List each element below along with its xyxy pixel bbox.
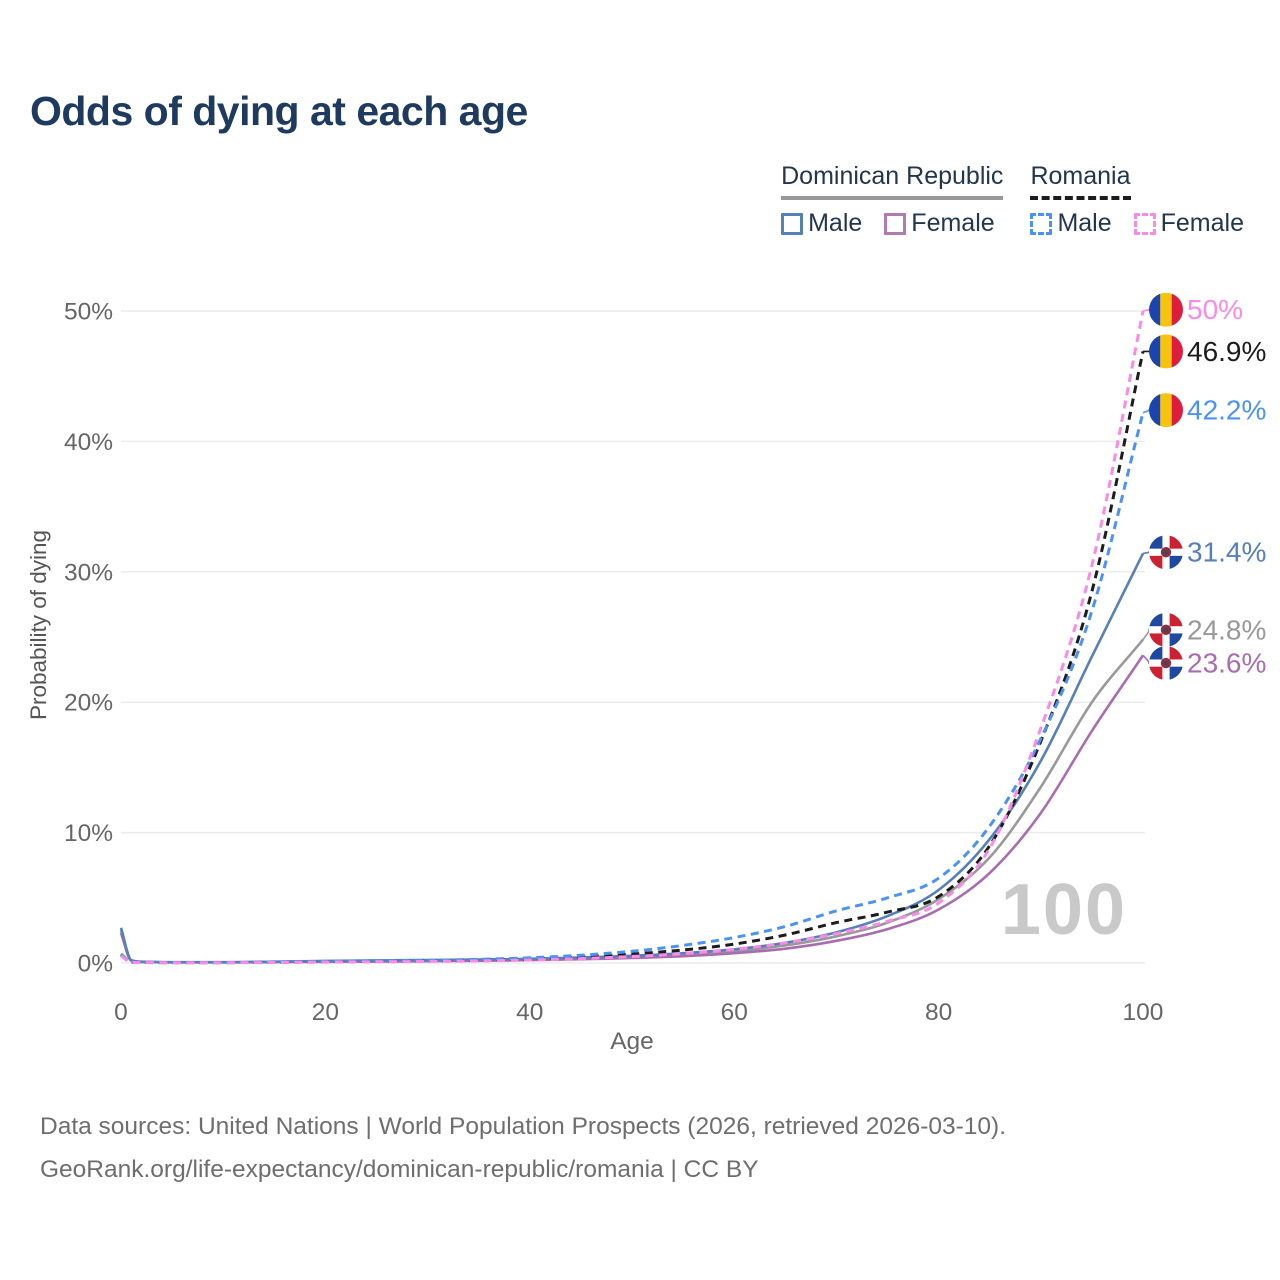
series-line-romania-male: [120, 412, 1145, 965]
series-line-romania-female: [120, 310, 1145, 965]
attribution-text: GeoRank.org/life-expectancy/dominican-re…: [40, 1155, 759, 1183]
x-axis-title: Age: [610, 1028, 654, 1055]
ro-female-swatch-icon: [1133, 212, 1156, 235]
x-tick-label: 0: [114, 999, 128, 1026]
dr-male-swatch-icon: [781, 212, 804, 235]
flag-icon-romania: [1149, 393, 1183, 428]
end-value-label-dominican_republic-female: 23.6%: [1187, 648, 1266, 679]
legend-label-dr-female: Female: [911, 209, 995, 237]
end-value-label-dominican_republic-both: 24.8%: [1187, 614, 1266, 645]
legend-label-ro-female: Female: [1160, 209, 1244, 237]
series-line-romania-both: [120, 351, 1145, 965]
y-axis-title: Probability of dying: [26, 530, 51, 720]
legend-group-romania: Romania Male Female: [1030, 162, 1244, 238]
end-value-label-romania-female: 50%: [1187, 294, 1243, 325]
legend-items-dominican-republic: Male Female: [781, 209, 1003, 238]
legend-label-ro-male: Male: [1057, 209, 1112, 237]
legend-group-dominican-republic: Dominican Republic Male Female: [781, 162, 1004, 238]
legend-country-romania[interactable]: Romania: [1030, 162, 1131, 200]
label-connector: [1142, 308, 1151, 312]
x-tick-label: 100: [1123, 999, 1164, 1026]
y-tick-label: 50%: [64, 299, 113, 326]
y-tick-label: 20%: [64, 690, 113, 717]
flag-icon-dominican_republic: [1149, 646, 1183, 681]
end-value-label-dominican_republic-male: 31.4%: [1187, 537, 1266, 568]
footer: Data sources: United Nations | World Pop…: [40, 1106, 1006, 1192]
label-connector: [1142, 551, 1151, 555]
flag-icon-romania: [1149, 334, 1183, 369]
flag-icon-dominican_republic: [1149, 612, 1183, 647]
data-sources-text: Data sources: United Nations | World Pop…: [40, 1113, 1007, 1140]
legend-item-dr-male[interactable]: Male: [781, 209, 862, 238]
label-connector: [1142, 629, 1152, 641]
x-tick-label: 80: [925, 999, 952, 1026]
y-tick-label: 40%: [64, 429, 113, 456]
dr-female-swatch-icon: [884, 212, 907, 235]
label-connector: [1142, 409, 1151, 414]
end-value-label-romania-male: 42.2%: [1187, 395, 1266, 426]
flag-icon-dominican_republic: [1149, 535, 1183, 570]
legend-items-romania: Male Female: [1030, 209, 1244, 238]
y-tick-label: 0%: [78, 951, 113, 978]
flag-icon-romania: [1149, 292, 1183, 327]
y-tick-label: 30%: [64, 559, 113, 586]
legend-country-dominican-republic[interactable]: Dominican Republic: [781, 162, 1004, 200]
y-tick-label: 10%: [64, 820, 113, 847]
legend-label-dr-male: Male: [808, 209, 863, 237]
x-tick-label: 40: [516, 999, 543, 1026]
legend-item-ro-female[interactable]: Female: [1133, 209, 1244, 238]
x-tick-label: 60: [721, 999, 748, 1026]
page-title: Odds of dying at each age: [30, 88, 528, 134]
x-tick-label: 20: [312, 999, 339, 1026]
ro-male-swatch-icon: [1030, 212, 1053, 235]
legend: Dominican Republic Male Female Romania M…: [781, 162, 1244, 238]
end-value-label-romania-both: 46.9%: [1187, 336, 1266, 367]
hover-age-watermark: 100: [1000, 870, 1127, 950]
label-connector: [1142, 654, 1152, 664]
legend-item-dr-female[interactable]: Female: [884, 209, 995, 238]
legend-item-ro-male[interactable]: Male: [1030, 209, 1112, 238]
